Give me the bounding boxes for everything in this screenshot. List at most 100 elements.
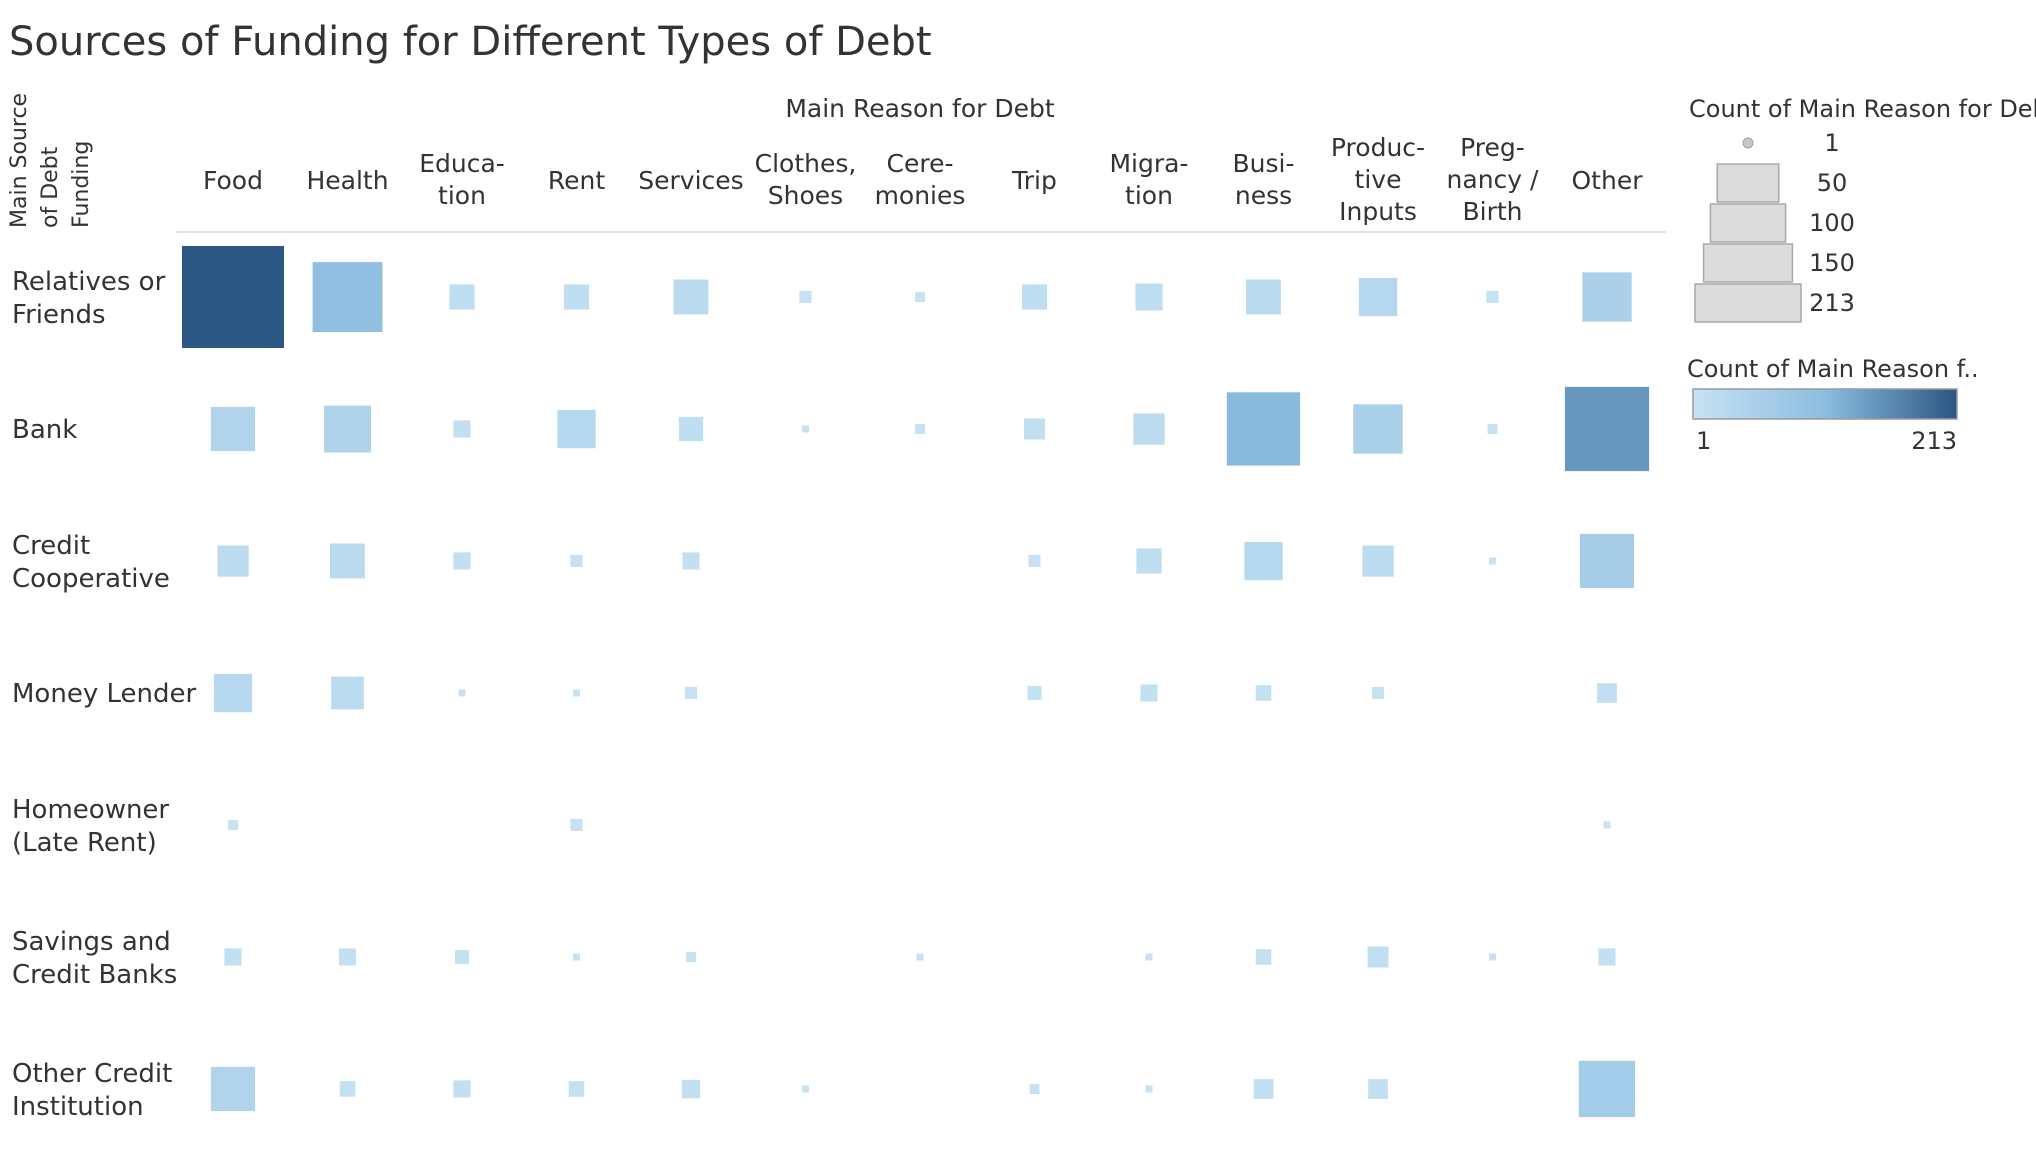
color-legend: Count of Main Reason f.. 1 213 [1687,355,1979,455]
heatmap-cell [1353,404,1403,454]
heatmap-cell [455,950,469,964]
heatmap-cell [573,689,580,697]
heatmap-cell [915,292,925,302]
row-header-label: Friends [12,300,106,330]
row-header-label: Money Lender [12,679,196,709]
heatmap-cell [210,406,256,452]
size-legend-mark [1742,137,1754,149]
row-header-label: Other Credit [12,1059,172,1089]
heatmap-cell [1226,392,1301,466]
heatmap-cell [210,1066,256,1112]
heatmap-cell [312,262,383,332]
heatmap-cell [1487,424,1498,434]
heatmap-cell [1253,1079,1274,1099]
heatmap-cell [213,673,253,713]
row-header-label: (Late Rent) [12,828,157,858]
column-header-label: Food [203,166,263,195]
column-header-label: tion [1125,181,1173,210]
heatmap-cell [1028,554,1041,567]
row-axis-title: Main Source of Debt Funding [7,93,94,228]
row-header-label: Credit [12,531,90,561]
size-legend-value: 50 [1817,169,1848,197]
heatmap-cell [802,1085,809,1093]
heatmap-cell [1145,1085,1153,1093]
heatmap-cell [330,543,365,579]
heatmap-cell [684,686,697,699]
heatmap-cell [568,1081,585,1097]
heatmap-cell [1486,290,1499,303]
heatmap-cell [1362,545,1394,577]
heatmap-cell [1579,533,1634,588]
heatmap-cell [563,284,590,310]
heatmap-cell [338,948,356,966]
heatmap-cell [570,818,583,831]
size-legend: Count of Main Reason for Debt 1501001502… [1689,95,2036,323]
heatmap-cell [686,952,696,962]
column-header-label: nancy / [1447,165,1539,194]
heatmap-cell [453,420,471,438]
heatmap-cell [1135,283,1163,311]
heatmap-cell [570,554,583,567]
column-header-label: monies [875,181,966,210]
heatmap-cell [224,948,242,966]
heatmap-cell [1597,683,1617,703]
heatmap-cell [1140,684,1158,702]
heatmap-cell [681,1079,701,1099]
heatmap-cell [799,290,812,303]
heatmap-cell [1021,284,1048,310]
column-header-label: tive [1355,165,1402,194]
heatmap-cell [1024,418,1045,440]
column-header-label: Cere- [887,149,954,178]
column-header-label: Clothes, [755,149,857,178]
column-header-label: tion [438,181,486,210]
size-legend-title: Count of Main Reason for Debt [1689,95,2036,123]
column-header-label: Produc- [1331,133,1425,162]
size-legend-value: 150 [1809,249,1855,277]
heatmap-cell [1578,1060,1636,1118]
heatmap-cell [573,953,580,961]
heatmap-cell [1564,386,1650,472]
heatmap-cell [1244,541,1283,581]
heatmap-cell [1489,953,1496,961]
column-header-label: Services [638,166,743,195]
heatmap-cell [802,425,809,433]
row-header-label: Homeowner [12,795,169,825]
heatmap-cell [1029,1084,1040,1094]
column-header-label: ness [1235,181,1292,210]
column-header-label: Preg- [1460,133,1525,162]
heatmap-cell [678,416,704,442]
heatmap-cell [339,1081,356,1097]
column-header-label: Educa- [419,149,505,178]
row-header-label: Savings and [12,927,171,957]
row-header-label: Relatives or [12,267,166,297]
heatmap-cell [1246,279,1281,315]
heatmap-cell [217,545,249,577]
row-axis-title-line: of Debt [38,146,63,228]
heatmap-marks [182,246,1650,1118]
heatmap-cell [1136,548,1162,574]
column-header-label: Inputs [1339,197,1417,226]
column-header-label: Busi- [1233,149,1295,178]
size-legend-mark [1702,243,1794,283]
heatmap-cell [331,676,364,710]
column-header-label: Health [306,166,388,195]
heatmap-cell [1255,685,1272,701]
heatmap-cell [182,246,284,348]
color-legend-min-label: 1 [1696,427,1711,455]
chart-title: Sources of Funding for Different Types o… [9,19,932,65]
header-divider-lines [176,231,1666,233]
color-legend-max-label: 213 [1911,427,1957,455]
heatmap-cell [1368,1079,1388,1099]
heatmap-cell [557,409,596,449]
size-legend-value: 213 [1809,289,1855,317]
heatmap-cell [915,424,925,434]
column-header-label: Birth [1462,197,1522,226]
heatmap-cell [1603,821,1611,829]
size-legend-mark [1709,203,1787,243]
heatmap-cell [458,689,466,697]
heatmap-cell [1133,413,1165,445]
column-header-label: Shoes [768,181,843,210]
size-legend-mark [1694,283,1802,323]
